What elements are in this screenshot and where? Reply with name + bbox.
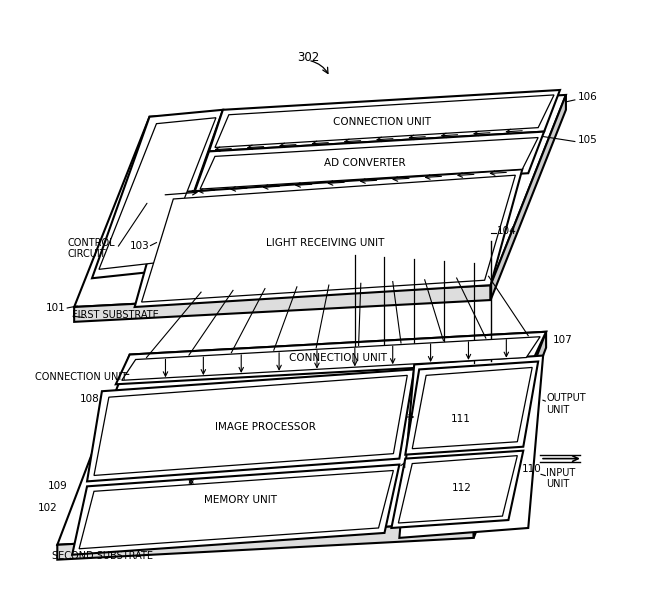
Polygon shape — [57, 332, 546, 545]
Text: 104: 104 — [497, 226, 516, 236]
Polygon shape — [122, 337, 540, 380]
Polygon shape — [74, 285, 491, 322]
Polygon shape — [399, 356, 543, 538]
Text: 302: 302 — [297, 51, 319, 64]
Polygon shape — [391, 450, 523, 528]
Polygon shape — [491, 95, 566, 300]
Text: 111: 111 — [451, 414, 471, 424]
Polygon shape — [92, 110, 223, 278]
Text: 112: 112 — [452, 483, 472, 493]
Text: LIGHT RECEIVING UNIT: LIGHT RECEIVING UNIT — [266, 237, 384, 248]
Polygon shape — [87, 370, 414, 482]
Text: IMAGE PROCESSOR: IMAGE PROCESSOR — [215, 422, 316, 432]
Polygon shape — [74, 95, 566, 307]
Text: FIRST SUBSTRATE: FIRST SUBSTRATE — [72, 310, 159, 320]
Text: 110: 110 — [523, 463, 542, 474]
Polygon shape — [398, 455, 517, 523]
Polygon shape — [474, 332, 546, 538]
Polygon shape — [209, 90, 560, 151]
Polygon shape — [94, 375, 408, 476]
Text: 102: 102 — [38, 503, 57, 513]
Polygon shape — [142, 175, 515, 302]
Text: 101: 101 — [46, 303, 65, 313]
Polygon shape — [215, 95, 554, 147]
Text: CONNECTION UNIT: CONNECTION UNIT — [333, 117, 430, 127]
Polygon shape — [194, 132, 544, 193]
Text: 106: 106 — [578, 92, 597, 102]
Polygon shape — [72, 465, 399, 554]
Text: AD CONVERTER: AD CONVERTER — [324, 159, 406, 168]
Polygon shape — [135, 170, 523, 307]
Text: CONTROL
CIRCUIT: CONTROL CIRCUIT — [67, 237, 115, 259]
Polygon shape — [79, 471, 393, 549]
Text: 105: 105 — [578, 135, 597, 144]
Text: 103: 103 — [130, 241, 150, 250]
Text: MEMORY UNIT: MEMORY UNIT — [204, 495, 278, 506]
Polygon shape — [57, 522, 474, 560]
Polygon shape — [99, 118, 216, 269]
Polygon shape — [116, 332, 546, 384]
Text: CONNECTION UNIT: CONNECTION UNIT — [289, 353, 387, 362]
Text: 108: 108 — [80, 394, 100, 404]
Polygon shape — [412, 367, 532, 449]
Polygon shape — [406, 362, 538, 455]
Text: CONNECTION UNIT: CONNECTION UNIT — [34, 372, 127, 382]
Polygon shape — [200, 138, 538, 189]
Text: INPUT
UNIT: INPUT UNIT — [546, 468, 575, 489]
Text: OUTPUT
UNIT: OUTPUT UNIT — [546, 394, 586, 415]
Text: 107: 107 — [553, 335, 573, 345]
Text: 109: 109 — [47, 482, 67, 491]
Text: SECOND SUBSTRATE: SECOND SUBSTRATE — [53, 551, 153, 561]
